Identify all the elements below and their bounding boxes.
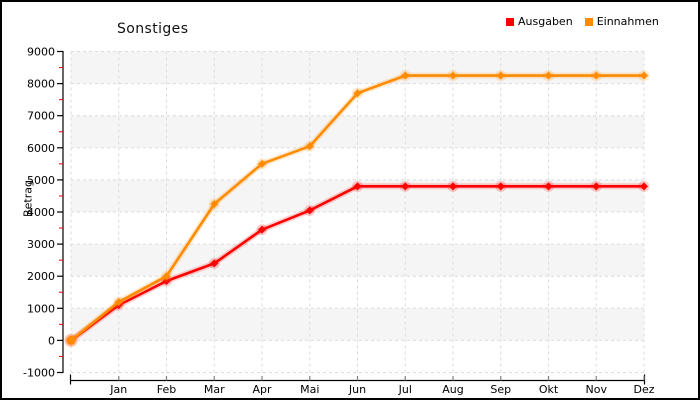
x-tick-label: Mai [300, 383, 319, 396]
x-tick-label: Jul [398, 383, 412, 396]
legend-label-ausgaben: Ausgaben [518, 15, 573, 28]
x-tick-label: Aug [442, 383, 463, 396]
x-tick-label: Nov [586, 383, 608, 396]
x-tick-label: Feb [157, 383, 176, 396]
y-tick-label: 0 [48, 334, 55, 347]
data-point-ausgaben-11 [592, 182, 601, 191]
data-point-ausgaben-6 [353, 182, 362, 191]
x-tick-label: Okt [539, 383, 559, 396]
data-point-einnahmen-10 [544, 71, 553, 80]
data-point-einnahmen-2 [162, 272, 171, 281]
data-point-einnahmen-1 [114, 297, 123, 306]
data-point-einnahmen-5 [305, 142, 314, 151]
data-point-ausgaben-4 [258, 225, 266, 234]
legend-label-einnahmen: Einnahmen [596, 15, 659, 28]
y-tick-label: 6000 [27, 142, 55, 155]
data-point-einnahmen-8 [449, 71, 457, 80]
x-tick-label: Jan [109, 383, 127, 396]
data-point-einnahmen-7 [401, 71, 410, 80]
data-point-ausgaben-10 [544, 182, 553, 191]
y-tick-label: 2000 [27, 270, 55, 283]
x-tick-label: Apr [252, 383, 272, 396]
series-ausgaben [64, 180, 650, 347]
data-point-einnahmen-12 [640, 71, 648, 80]
y-tick-label: 9000 [27, 46, 55, 59]
legend-swatch-ausgaben [506, 17, 514, 26]
y-axis: -1000 0 1000 2000 3000 4000 5000 6000 7000 8000 90… [23, 46, 64, 380]
data-point-ausgaben-12 [640, 182, 648, 191]
data-point-ausgaben-5 [305, 206, 314, 215]
data-point-ausgaben-3 [210, 259, 219, 268]
legend-swatch-einnahmen [584, 17, 593, 26]
chart-title: Sonstiges [117, 21, 189, 37]
y-tick-label: 7000 [27, 110, 55, 123]
data-point-einnahmen-11 [592, 71, 601, 80]
x-axis: Jan Feb Mar Apr Mai Jun Jul Aug Sep Okt Nov Dez [69, 374, 655, 396]
x-tick-label: Sep [490, 383, 511, 396]
y-tick-label: 1000 [27, 302, 55, 315]
x-tick-label: Jun [348, 383, 366, 396]
x-tick-label: Mar [204, 383, 225, 396]
data-point-einnahmen-0 [66, 336, 76, 345]
y-tick-label: 5000 [27, 174, 55, 187]
data-point-ausgaben-8 [449, 182, 457, 191]
data-point-einnahmen-3 [210, 199, 219, 208]
y-tick-label: 8000 [27, 78, 55, 91]
x-tick-label: Dez [633, 383, 654, 396]
y-tick-label: -1000 [23, 367, 55, 380]
data-point-ausgaben-7 [401, 182, 410, 191]
legend: Ausgaben Einnahmen [506, 15, 659, 28]
data-point-einnahmen-6 [353, 89, 362, 98]
data-point-einnahmen-4 [258, 159, 266, 168]
y-tick-label: 3000 [27, 238, 55, 251]
data-point-ausgaben-9 [496, 182, 505, 191]
legend-item-einnahmen: Einnahmen [584, 15, 659, 28]
legend-item-ausgaben: Ausgaben [506, 15, 573, 28]
series-einnahmen [64, 70, 650, 347]
y-tick-label: 4000 [27, 206, 55, 219]
data-point-ausgaben-2 [162, 277, 171, 286]
data-point-einnahmen-9 [496, 71, 505, 80]
